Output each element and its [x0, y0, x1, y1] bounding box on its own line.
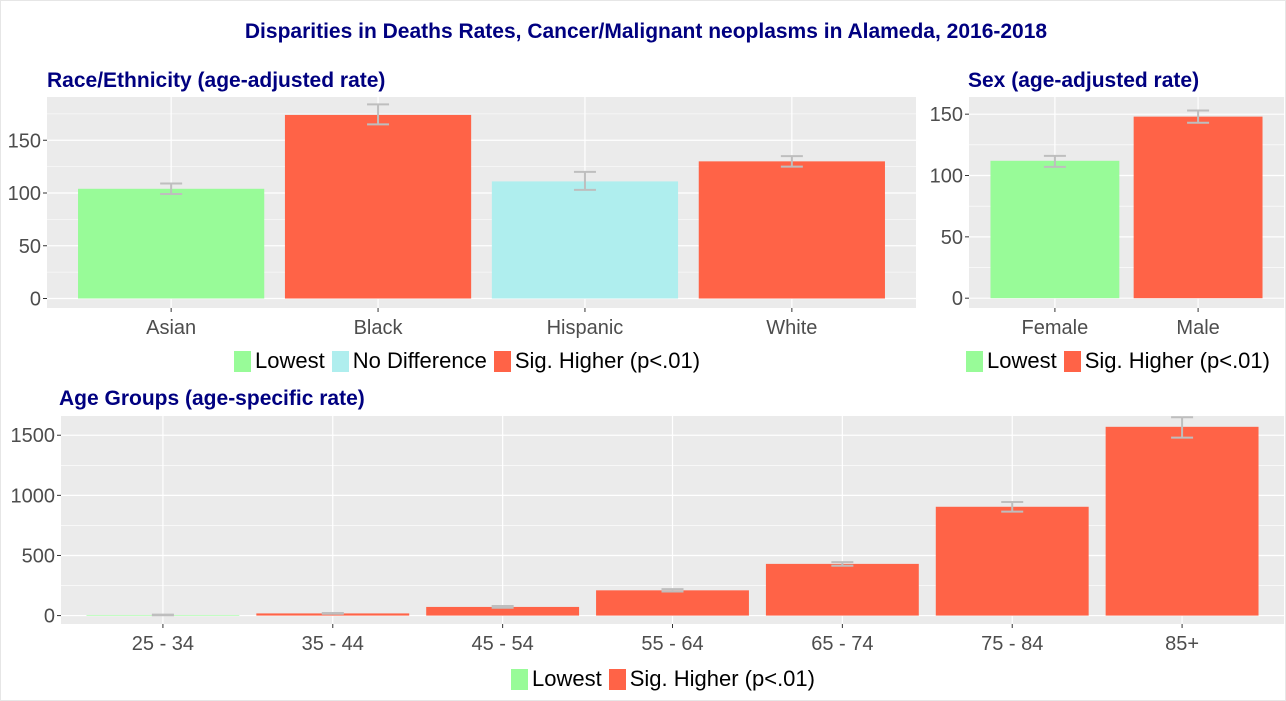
- age-y-tick-label: 0: [44, 606, 55, 628]
- sex-y-tick-label: 50: [941, 227, 963, 249]
- race-x-tick-label: White: [766, 317, 817, 339]
- age-x-tick-label: 65 - 74: [811, 633, 873, 655]
- age-x-tick-label: 35 - 44: [302, 633, 364, 655]
- sex-y-tick-label: 0: [952, 288, 963, 310]
- race-x-tick-label: Asian: [146, 317, 196, 339]
- age-bar-75-84: [935, 506, 1089, 616]
- race-legend-item: Lowest: [234, 348, 325, 374]
- age-legend-item: Lowest: [511, 666, 602, 692]
- sex-legend-label: Lowest: [987, 348, 1057, 373]
- age-x-tick-label: 55 - 64: [641, 633, 703, 655]
- age-x-tick-label: 75 - 84: [981, 633, 1043, 655]
- race-y-tick-label: 100: [8, 183, 41, 205]
- race-legend-item: Sig. Higher (p<.01): [493, 348, 701, 374]
- sex-legend-item: Sig. Higher (p<.01): [1063, 348, 1270, 374]
- main-title: Disparities in Deaths Rates, Cancer/Mali…: [244, 20, 1048, 43]
- sex-y-tick-label: 150: [930, 104, 963, 126]
- race-x-tick-label: Hispanic: [547, 317, 624, 339]
- race-legend-item: No Difference: [331, 348, 487, 374]
- age-y-tick-label: 1000: [11, 485, 56, 507]
- sex-legend-key: [1063, 350, 1081, 372]
- race-panel-title: Race/Ethnicity (age-adjusted rate): [47, 69, 386, 92]
- sex-x-tick-label: Female: [1022, 317, 1089, 339]
- race-y-tick-label: 150: [8, 130, 41, 152]
- race-bar-black: [284, 114, 472, 299]
- sex-bar-male: [1133, 116, 1263, 299]
- age-legend-item: Sig. Higher (p<.01): [608, 666, 815, 692]
- sex-legend-item: Lowest: [966, 348, 1057, 374]
- age-x-tick-label: 25 - 34: [132, 633, 194, 655]
- race-bar-hispanic: [491, 181, 679, 299]
- race-legend-label: Sig. Higher (p<.01): [514, 348, 701, 373]
- age-bar-55-64: [596, 590, 749, 616]
- race-bar-asian: [78, 188, 265, 299]
- race-legend-key: [234, 350, 251, 372]
- sex-x-tick-label: Male: [1176, 317, 1219, 339]
- age-bar-45-54: [426, 606, 580, 616]
- age-legend-key: [608, 668, 626, 690]
- race-legend-key: [493, 350, 511, 372]
- age-bar-65-74: [765, 563, 919, 616]
- race-y-tick-label: 0: [30, 289, 41, 311]
- sex-legend-key: [966, 350, 983, 372]
- sex-legend-label: Sig. Higher (p<.01): [1084, 348, 1270, 373]
- age-legend-label: Sig. Higher (p<.01): [629, 666, 815, 691]
- sex-y-tick-label: 100: [930, 166, 963, 188]
- sex-panel-title: Sex (age-adjusted rate): [968, 69, 1200, 92]
- age-legend-label: Lowest: [532, 666, 602, 691]
- age-panel-title: Age Groups (age-specific rate): [59, 387, 365, 410]
- race-legend-key: [331, 350, 349, 372]
- race-y-tick-label: 50: [19, 236, 41, 258]
- sex-bar-female: [990, 160, 1120, 299]
- age-legend: Lowest Sig. Higher (p<.01): [511, 666, 822, 692]
- age-bar-85-: [1105, 426, 1259, 616]
- age-x-tick-label: 85+: [1165, 633, 1199, 655]
- race-bar-white: [698, 161, 885, 299]
- age-x-tick-label: 45 - 54: [472, 633, 534, 655]
- race-legend-label: No Difference: [352, 348, 487, 373]
- race-x-tick-label: Black: [354, 317, 404, 339]
- race-legend: Lowest No Difference Sig. Higher (p<.01): [234, 348, 707, 374]
- age-y-tick-label: 1500: [11, 425, 56, 447]
- race-legend-label: Lowest: [255, 348, 325, 373]
- age-legend-key: [511, 668, 528, 690]
- age-y-tick-label: 500: [22, 545, 55, 567]
- sex-legend: Lowest Sig. Higher (p<.01): [966, 348, 1277, 374]
